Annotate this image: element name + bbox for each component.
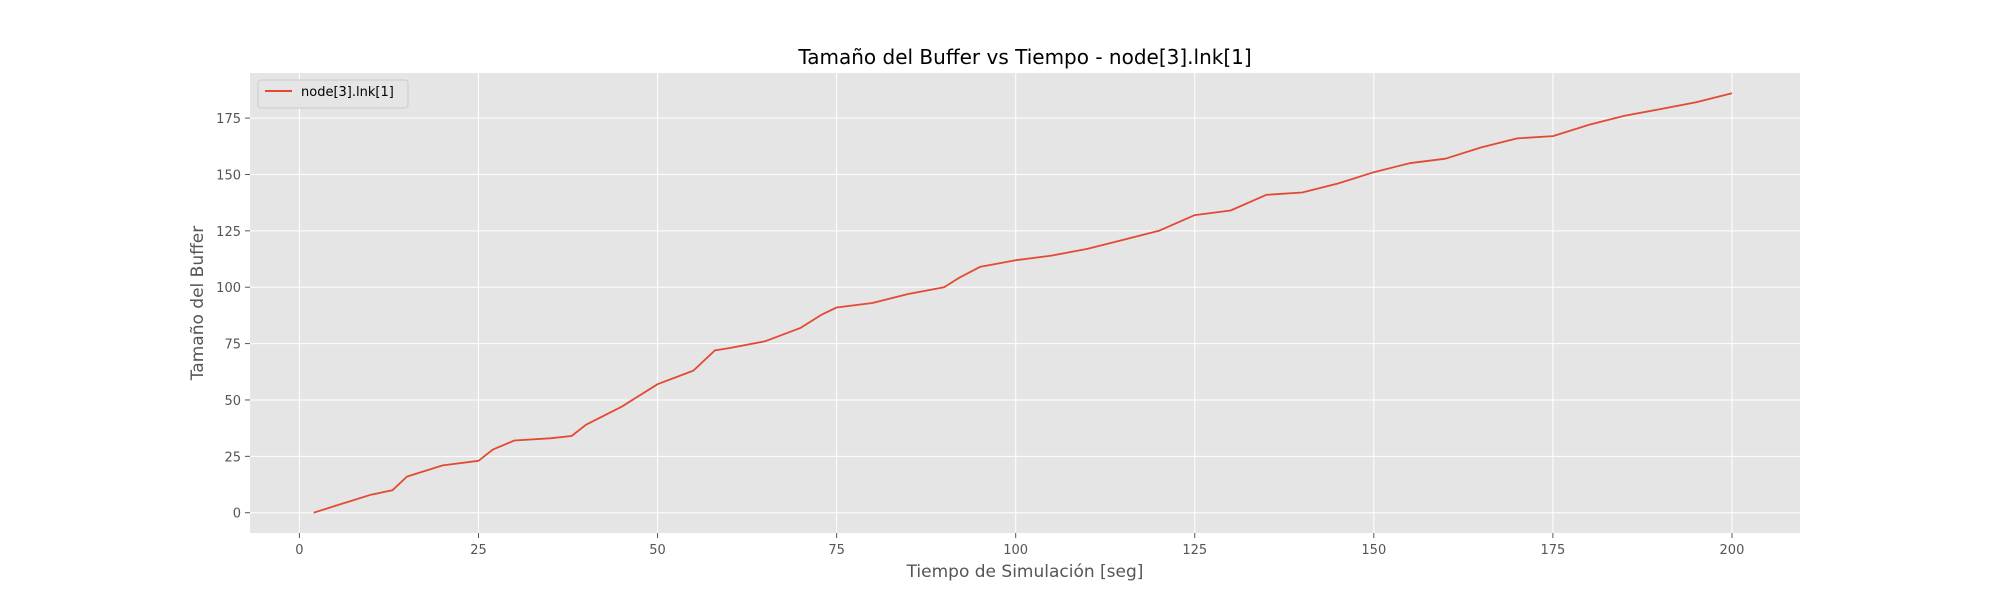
y-tick-label: 125 (216, 225, 241, 240)
x-tick-label: 125 (1182, 543, 1207, 558)
x-tick-label: 150 (1361, 543, 1386, 558)
x-axis-ticks: 0 25 50 75 100 125 150 175 200 (295, 533, 1744, 558)
grid-lines (250, 73, 1800, 533)
legend: node[3].lnk[1] (257, 79, 409, 109)
y-tick-label: 25 (224, 450, 241, 465)
x-axis-label: Tiempo de Simulación [seg] (906, 562, 1144, 582)
series-line (313, 92, 1733, 514)
y-tick-label: 0 (233, 507, 241, 522)
y-axis-ticks: 0 25 50 75 100 125 150 175 (216, 112, 250, 522)
x-tick-label: 0 (295, 543, 303, 558)
y-tick-label: 75 (224, 338, 241, 353)
legend-entry: node[3].lnk[1] (301, 85, 394, 100)
x-tick-label: 75 (828, 543, 845, 558)
y-tick-label: 150 (216, 168, 241, 183)
plot-area (250, 73, 1800, 533)
series-layer (313, 92, 1733, 514)
chart-title: Tamaño del Buffer vs Tiempo - node[3].ln… (797, 45, 1251, 69)
legend-box (257, 79, 409, 109)
x-tick-label: 50 (649, 543, 666, 558)
y-tick-label: 175 (216, 112, 241, 127)
y-axis-label: Tamaño del Buffer (188, 226, 208, 382)
y-tick-label: 100 (216, 281, 241, 296)
x-tick-label: 200 (1720, 543, 1745, 558)
y-tick-label: 50 (224, 394, 241, 409)
x-tick-label: 175 (1540, 543, 1565, 558)
x-tick-label: 100 (1003, 543, 1028, 558)
x-tick-label: 25 (470, 543, 487, 558)
